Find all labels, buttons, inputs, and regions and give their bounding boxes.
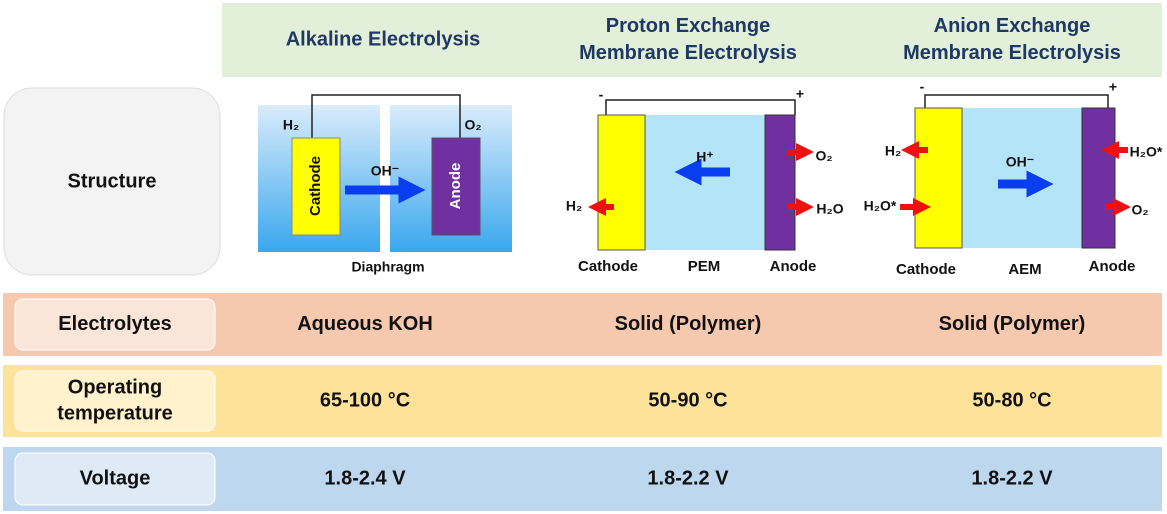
pem-diagram: - + H⁺ O₂ H₂O H₂ Cathode PEM Anode	[566, 86, 844, 275]
column-header: Membrane Electrolysis	[579, 42, 797, 64]
gas-label: H₂O*	[864, 198, 897, 214]
row-value: 1.8-2.2 V	[647, 467, 729, 489]
anode-label: Anode	[447, 163, 464, 210]
sign: -	[920, 79, 925, 95]
ion-label: H⁺	[696, 149, 714, 165]
row-value: 1.8-2.4 V	[324, 467, 406, 489]
row-label-box	[14, 370, 216, 432]
gas-label: O₂	[815, 148, 832, 164]
row-label-box	[14, 452, 216, 506]
sign: +	[1109, 79, 1117, 95]
membrane-label: PEM	[688, 258, 721, 275]
column-header: Alkaline Electrolysis	[286, 28, 481, 50]
gas-label: H₂	[885, 143, 901, 159]
gas-label: H₂	[566, 198, 582, 214]
column-header: Anion Exchange	[934, 15, 1091, 37]
separator-label: Diaphragm	[351, 259, 424, 275]
row-label: Voltage	[80, 467, 151, 489]
row-label: Electrolytes	[58, 313, 171, 335]
gas-label: O₂	[464, 117, 481, 133]
row-value: 65-100 °C	[320, 389, 410, 411]
row-value: 50-80 °C	[972, 389, 1051, 411]
gas-label: H₂	[283, 117, 299, 133]
row-value: 1.8-2.2 V	[971, 467, 1053, 489]
anode-label: Anode	[1089, 258, 1136, 275]
header: Alkaline Electrolysis Proton Exchange Memb…	[286, 15, 1121, 64]
gas-label: O₂	[1131, 202, 1148, 218]
row-value: Solid (Polymer)	[939, 313, 1086, 335]
rows: Electrolytes Aqueous KOH Solid (Polymer) So…	[3, 293, 1162, 511]
gas-label: H₂O*	[1130, 144, 1163, 160]
cathode-label: Cathode	[578, 258, 638, 275]
column-header: Proton Exchange	[606, 15, 770, 37]
row-value: Aqueous KOH	[297, 313, 433, 335]
ion-label: OH⁻	[1006, 154, 1034, 170]
alkaline-diagram: Cathode Anode OH⁻ H₂ O₂ Diaphragm	[258, 94, 512, 275]
cathode-label: Cathode	[307, 156, 324, 216]
row-value: 50-90 °C	[648, 389, 727, 411]
sign: -	[599, 87, 604, 103]
header-band	[222, 3, 1162, 77]
sign: +	[796, 86, 804, 102]
membrane-label: AEM	[1008, 261, 1041, 278]
column-header: Membrane Electrolysis	[903, 42, 1121, 64]
ion-label: OH⁻	[371, 163, 399, 179]
structure-box	[3, 87, 221, 276]
gas-label: H₂O	[816, 201, 843, 217]
row-label: Operating	[68, 376, 162, 398]
anode-label: Anode	[770, 258, 817, 275]
row-label: temperature	[57, 402, 173, 424]
row-value: Solid (Polymer)	[615, 313, 762, 335]
structure-label: Structure	[68, 170, 157, 192]
cathode-label: Cathode	[896, 261, 956, 278]
aem-diagram: - + OH⁻ H₂ H₂O* H₂O* O₂ Cathode AEM Anod…	[864, 79, 1163, 278]
row-label-box	[14, 298, 216, 351]
